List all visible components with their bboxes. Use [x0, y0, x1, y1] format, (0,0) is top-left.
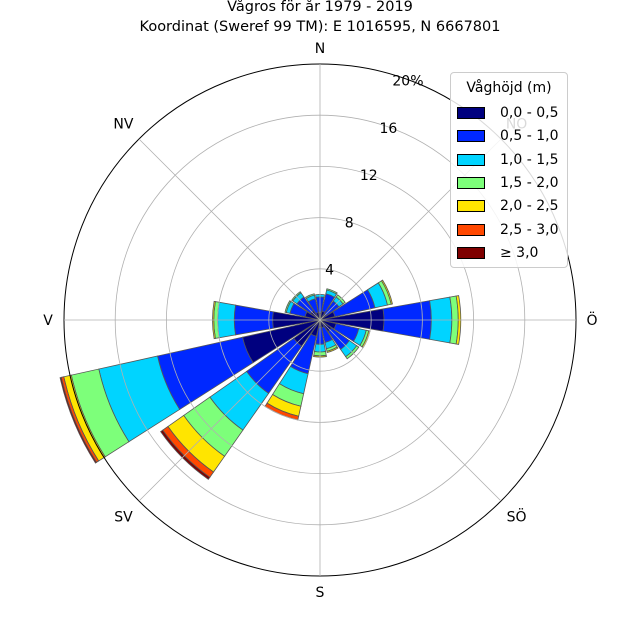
legend-item: 2,0 - 2,5	[457, 196, 558, 216]
legend-item: ≥ 3,0	[457, 243, 538, 263]
grid-spoke	[319, 319, 502, 502]
direction-label: V	[43, 313, 53, 329]
radial-tick-label: 20%	[392, 73, 423, 89]
bar-segment	[380, 279, 393, 305]
legend-item: 1,0 - 1,5	[457, 150, 558, 170]
chart-title-line-2: Koordinat (Sweref 99 TM): E 1016595, N 6…	[139, 19, 501, 35]
bar-segment	[326, 346, 339, 353]
legend-swatch	[457, 130, 485, 143]
legend-swatch	[457, 107, 485, 119]
radial-tick-label: 12	[360, 168, 378, 184]
legend-swatch	[457, 153, 485, 166]
chart-title-line-1: Vågros för år 1979 - 2019	[227, 0, 413, 15]
direction-label: NV	[113, 116, 133, 132]
direction-label: S	[316, 585, 325, 601]
legend-label: 2,0 - 2,5	[500, 198, 559, 215]
legend-swatch	[457, 223, 485, 236]
bar-segment	[305, 293, 315, 299]
legend-label: ≥ 3,0	[500, 244, 539, 261]
legend-swatch	[457, 176, 485, 189]
grid-spoke	[138, 319, 321, 502]
legend-label: 0,5 - 1,0	[500, 128, 559, 145]
polar-grid	[63, 63, 577, 577]
bar-segment	[59, 376, 98, 464]
legend-label: 1,5 - 2,0	[500, 174, 559, 191]
radial-tick-label: 4	[325, 263, 334, 279]
grid-spoke	[138, 138, 321, 321]
direction-label: N	[315, 41, 325, 57]
bar-segment	[326, 288, 338, 295]
direction-label: Ö	[586, 311, 597, 329]
bar-segment	[212, 300, 216, 340]
direction-label: SV	[114, 510, 133, 526]
legend-swatch	[457, 246, 485, 259]
legend-item: 0,5 - 1,0	[457, 126, 558, 146]
legend-item: 1,5 - 2,0	[457, 173, 558, 193]
bar-segment	[284, 300, 292, 313]
legend-item: 2,5 - 3,0	[457, 220, 558, 240]
radial-tick-label: 16	[379, 121, 397, 137]
legend-label: 1,0 - 1,5	[500, 151, 559, 168]
bar-segment	[160, 429, 211, 480]
legend-title: Våghöjd (m)	[466, 80, 552, 96]
legend-swatch	[457, 200, 485, 213]
legend-label: 0,0 - 0,5	[500, 105, 559, 121]
legend-item: 0,0 - 0,5	[457, 103, 558, 123]
legend: Våghöjd (m) 0,0 - 0,5 0,5 - 1,0 1,0 - 1,5 1…	[450, 72, 568, 268]
legend-label: 2,5 - 3,0	[500, 221, 559, 238]
radial-tick-label: 8	[345, 215, 354, 231]
direction-label: SÖ	[507, 508, 527, 526]
